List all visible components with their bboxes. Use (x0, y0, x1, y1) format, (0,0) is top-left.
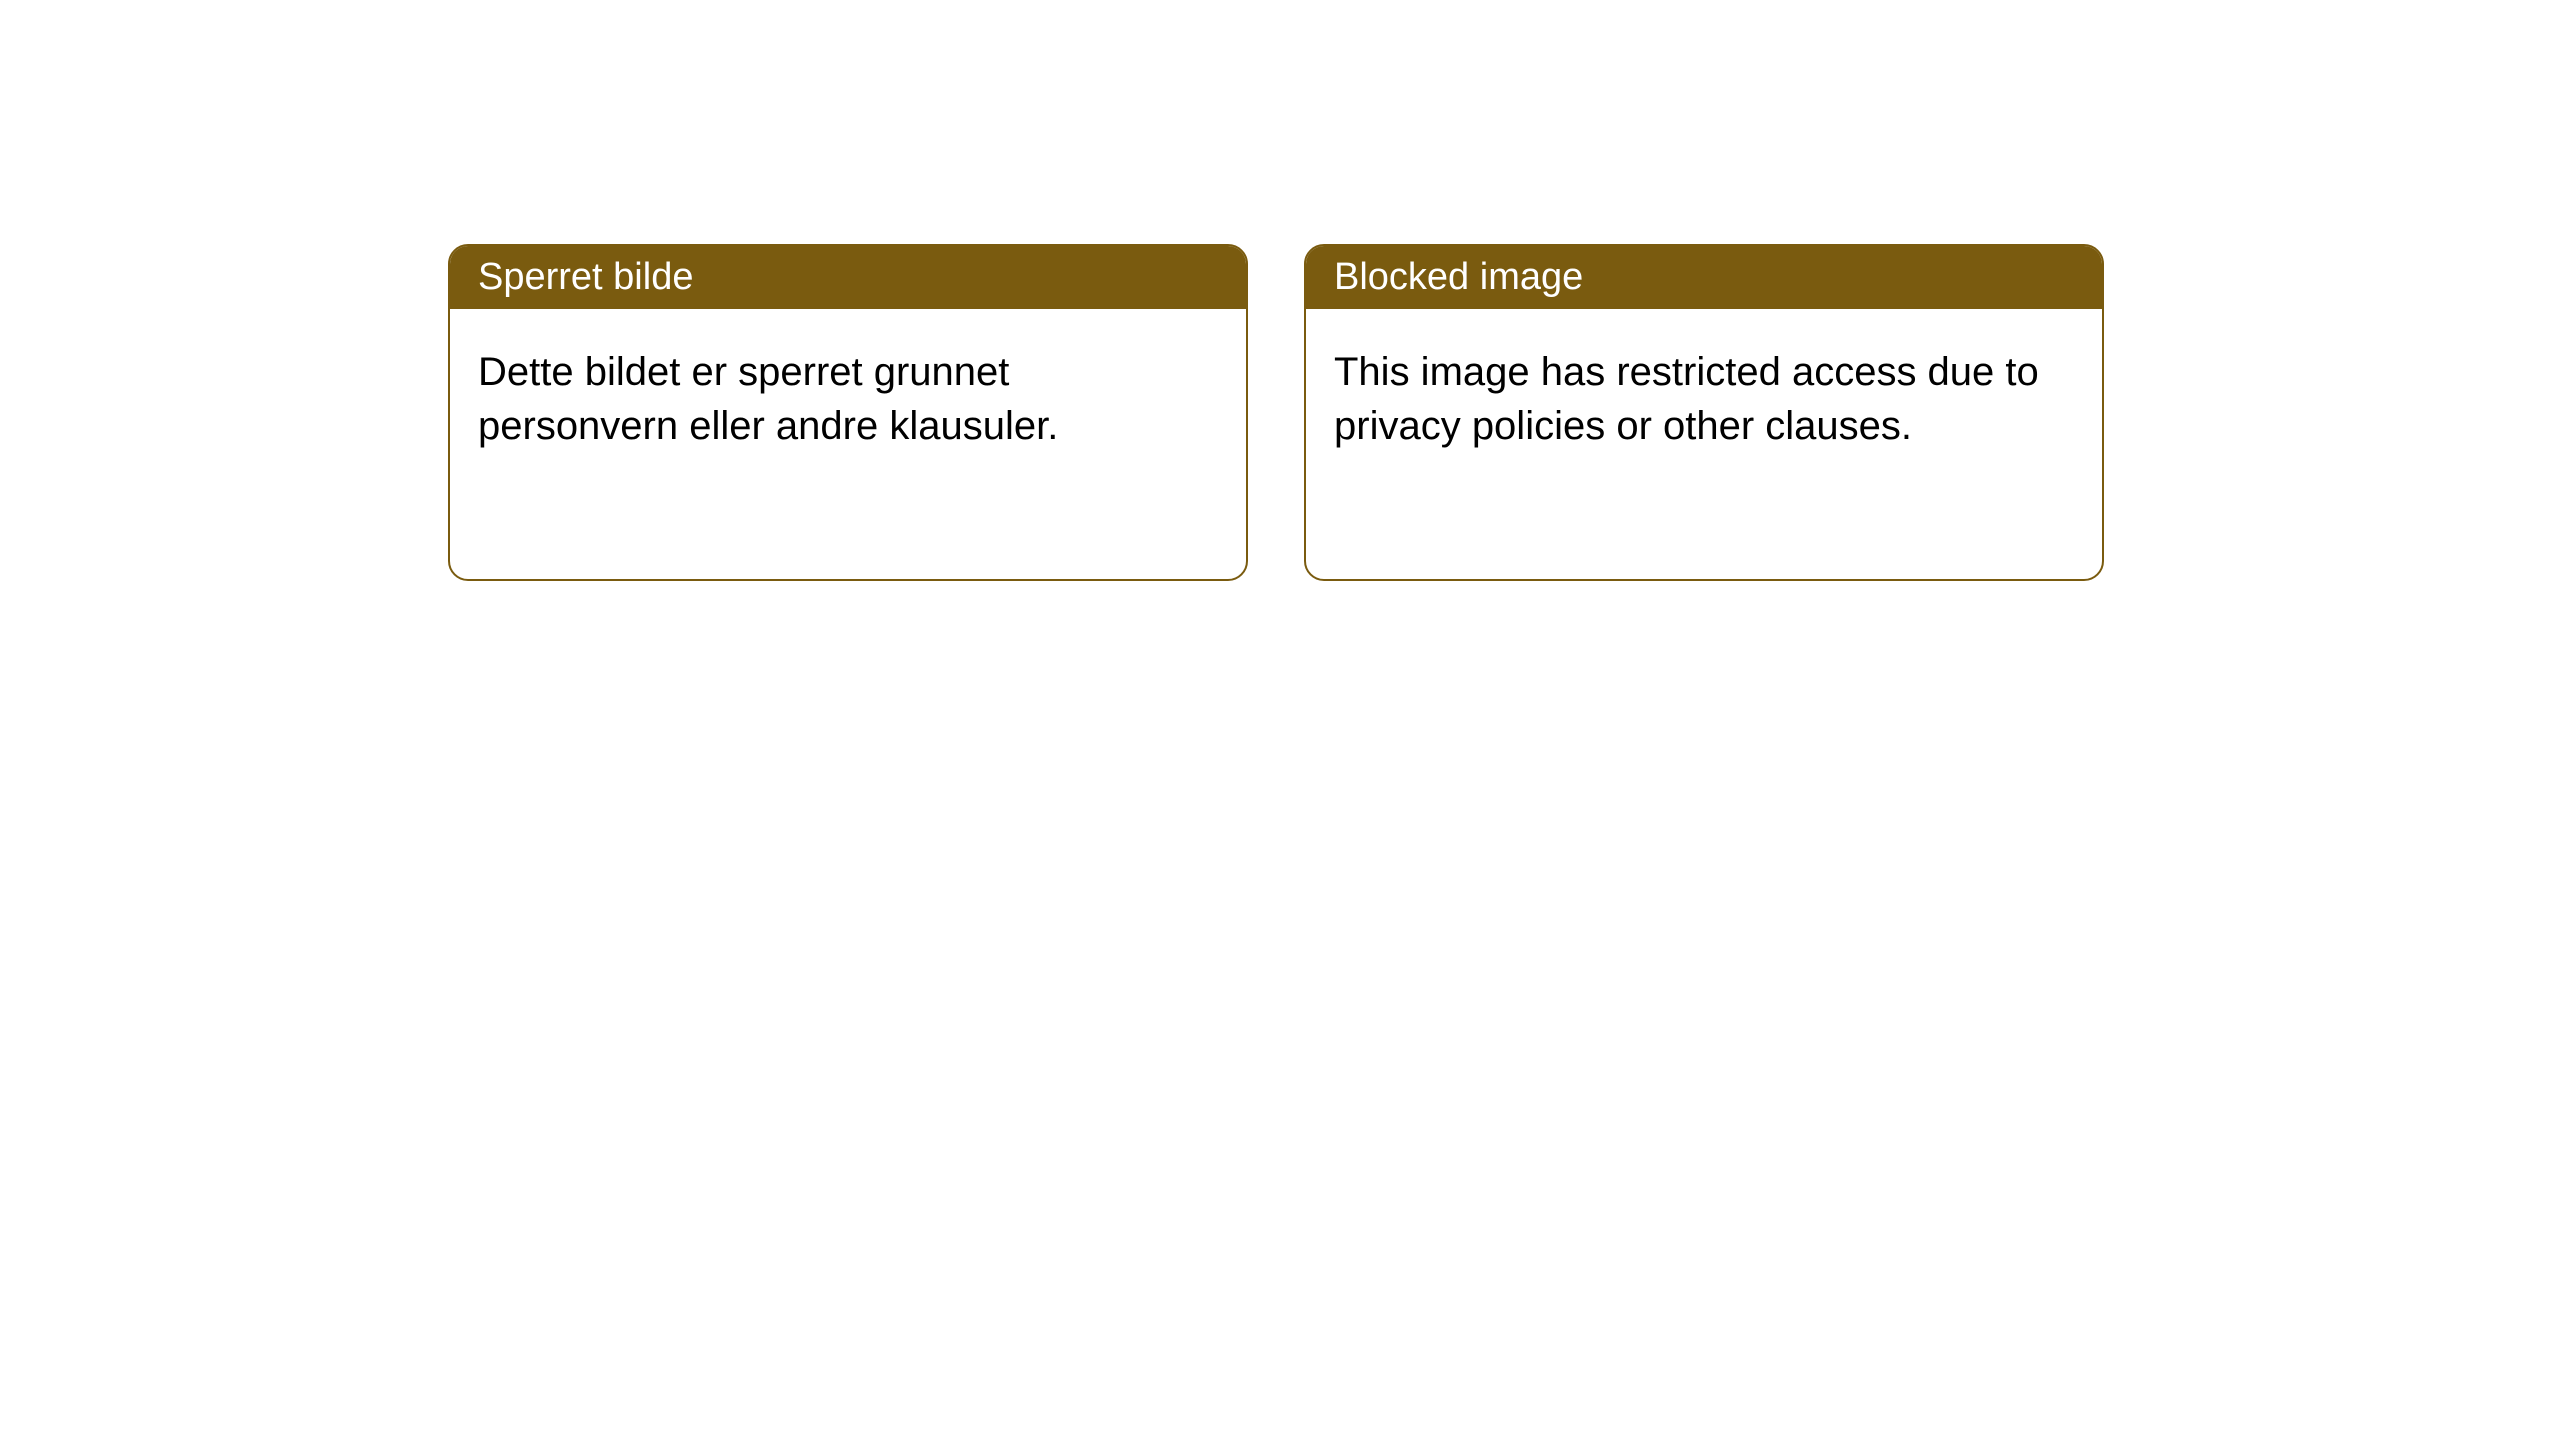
notice-cards-row: Sperret bilde Dette bildet er sperret gr… (448, 244, 2104, 581)
notice-card-english: Blocked image This image has restricted … (1304, 244, 2104, 581)
notice-card-body-norwegian: Dette bildet er sperret grunnet personve… (450, 309, 1246, 579)
notice-card-norwegian: Sperret bilde Dette bildet er sperret gr… (448, 244, 1248, 581)
notice-title-english: Blocked image (1334, 256, 1583, 298)
notice-card-header-english: Blocked image (1306, 246, 2102, 309)
notice-body-text-norwegian: Dette bildet er sperret grunnet personve… (478, 350, 1058, 448)
notice-card-body-english: This image has restricted access due to … (1306, 309, 2102, 579)
notice-card-header-norwegian: Sperret bilde (450, 246, 1246, 309)
notice-title-norwegian: Sperret bilde (478, 256, 693, 298)
notice-body-text-english: This image has restricted access due to … (1334, 350, 2039, 448)
